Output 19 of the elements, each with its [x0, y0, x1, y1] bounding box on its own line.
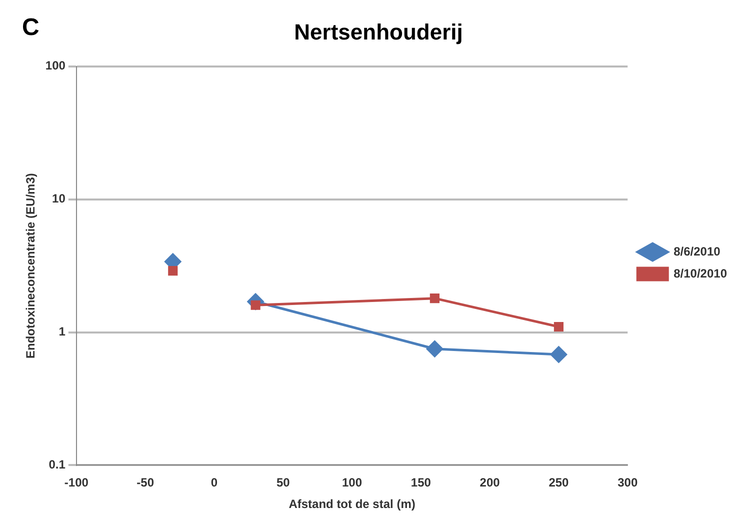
x-tick-label: 300	[618, 476, 638, 490]
y-tick-label: 10	[52, 192, 66, 206]
x-tick-label: 100	[342, 476, 362, 490]
x-tick-label: 150	[410, 476, 432, 490]
x-tick-label: 0	[210, 476, 218, 490]
legend-label: 8/6/2010	[674, 244, 721, 258]
y-tick-label: 1	[58, 324, 66, 339]
text: C	[22, 14, 40, 42]
x-tick-label: -100	[64, 476, 89, 490]
y-axis-title: Endotoxineconcentratie (EU/m3)	[24, 173, 38, 358]
y-tick-label: 0.1	[48, 458, 66, 472]
x-tick-label: -50	[136, 476, 154, 490]
x-tick-label: 200	[480, 476, 500, 490]
y-tick-label: 100	[45, 58, 66, 73]
x-axis-title: Afstand tot de stal (m)	[288, 497, 416, 512]
legend-label: 8/10/2010	[674, 266, 728, 280]
chart-title: Nertsenhouderij	[294, 19, 463, 44]
x-tick-label: 250	[548, 476, 570, 490]
x-tick-label: 50	[276, 476, 290, 490]
